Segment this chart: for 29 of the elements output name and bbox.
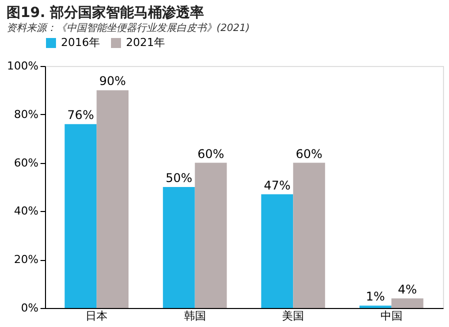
data-label: 60% xyxy=(296,146,322,161)
y-tick-label: 60% xyxy=(14,156,38,170)
data-label: 76% xyxy=(67,108,94,122)
y-tick-label: 20% xyxy=(14,253,38,266)
legend-label: 2021年 xyxy=(126,36,165,49)
y-tick-label: 40% xyxy=(14,204,38,218)
y-tick-label: 80% xyxy=(14,108,38,121)
bar xyxy=(391,298,424,308)
text: 资料来源：《中国智能坐便器行业发展白皮书》(2021) xyxy=(6,22,250,34)
y-tick-label: 100% xyxy=(7,60,38,72)
bar xyxy=(293,162,326,308)
x-tick-label: 日本 xyxy=(86,310,108,322)
data-label: 90% xyxy=(99,74,126,88)
bar xyxy=(96,90,129,308)
legend-label: 2016年 xyxy=(61,36,100,49)
x-tick-label: 美国 xyxy=(282,310,304,322)
y-tick-label: 0% xyxy=(21,302,38,314)
data-label: 47% xyxy=(264,178,291,192)
bar xyxy=(64,124,97,308)
data-label: 4% xyxy=(398,282,417,296)
x-tick-label: 中国 xyxy=(380,310,402,322)
data-label: 50% xyxy=(166,171,192,185)
x-tick-label: 韩国 xyxy=(184,310,206,322)
data-label: 1% xyxy=(366,290,385,304)
bar xyxy=(194,162,227,308)
bar xyxy=(261,194,294,308)
data-label: 60% xyxy=(197,146,224,161)
chart-title: 图19. 部分国家智能马桶渗透率 xyxy=(6,4,204,21)
bar xyxy=(162,187,195,308)
